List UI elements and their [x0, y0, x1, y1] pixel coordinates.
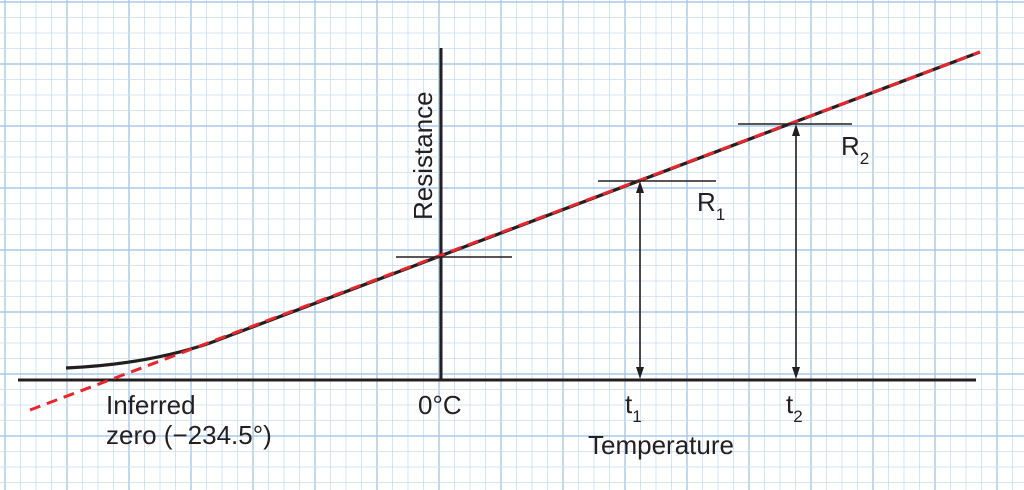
inferred-linear-line: [29, 50, 981, 412]
x-axis-title: Temperature: [588, 430, 734, 460]
r2-label: R2: [841, 131, 869, 168]
y-axis-title: Resistance: [408, 91, 438, 220]
t1-label: t1: [625, 389, 642, 426]
r1-label: R1: [697, 187, 725, 224]
t1-resistance-arrow: [636, 181, 644, 379]
resistance-curve: [65, 50, 981, 370]
inferred-zero-label-line1: Inferred: [106, 390, 196, 420]
t2-label: t2: [786, 389, 803, 426]
origin-label: 0°C: [418, 390, 462, 420]
t2-resistance-arrow: [792, 124, 800, 379]
inferred-zero-label-line2: zero (−234.5°): [106, 420, 272, 450]
